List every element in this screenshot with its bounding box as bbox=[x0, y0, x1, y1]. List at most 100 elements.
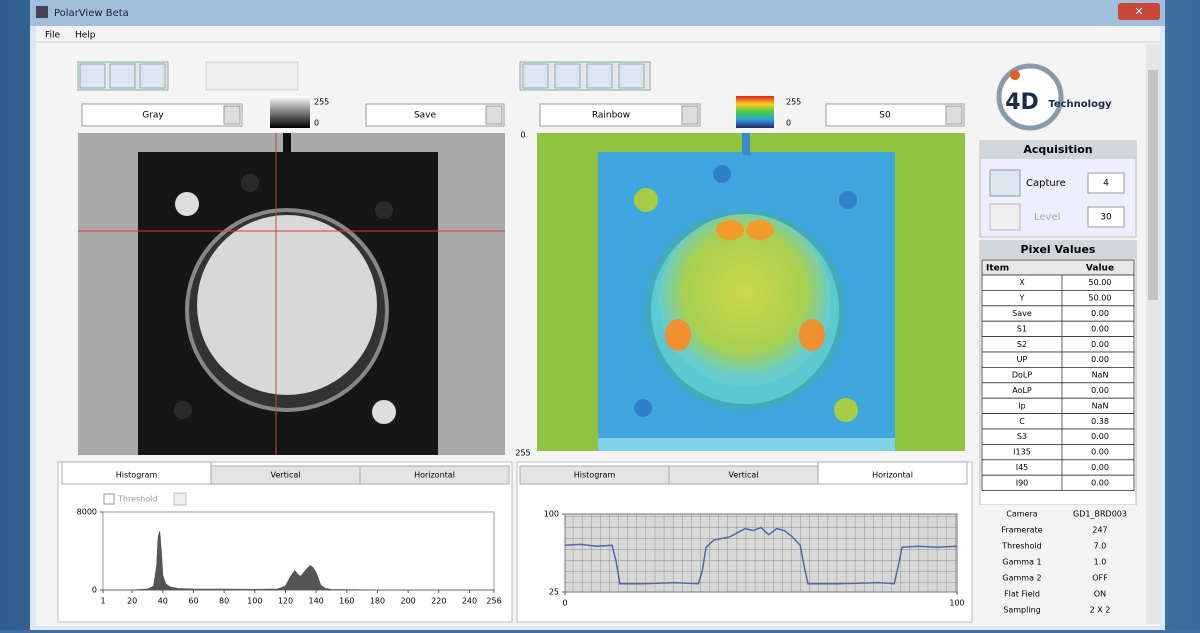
tool-button[interactable] bbox=[554, 63, 581, 89]
capture-button[interactable] bbox=[989, 169, 1021, 197]
cell: 0.00 bbox=[1091, 448, 1109, 457]
table-row bbox=[981, 305, 1135, 322]
cell: I90 bbox=[1016, 478, 1029, 487]
profile-line bbox=[564, 526, 958, 585]
cell: 0.00 bbox=[1091, 340, 1109, 349]
cell: I135 bbox=[1013, 448, 1031, 457]
label: Capture bbox=[1026, 178, 1066, 189]
table-row bbox=[981, 474, 1135, 492]
info-value: ON bbox=[1094, 590, 1106, 599]
histogram-plot bbox=[102, 511, 495, 591]
y-tick-label: 8000 bbox=[77, 508, 97, 517]
cell: AoLP bbox=[1012, 386, 1032, 395]
level-button[interactable] bbox=[989, 203, 1021, 231]
x-tick-label: 180 bbox=[370, 597, 385, 606]
tab[interactable] bbox=[817, 461, 968, 485]
dropdown[interactable] bbox=[365, 103, 505, 127]
menu-item[interactable]: Help bbox=[75, 31, 96, 41]
logo: 4D Technology bbox=[996, 63, 1112, 131]
title-bar bbox=[30, 0, 1165, 26]
cell: 0.00 bbox=[1091, 324, 1109, 333]
histogram-area bbox=[103, 531, 494, 591]
tab-label: Histogram bbox=[574, 471, 616, 480]
x-tick-label: 20 bbox=[127, 597, 137, 606]
label: Level bbox=[1034, 212, 1060, 223]
cell: DoLP bbox=[1012, 371, 1033, 380]
cell: S1 bbox=[1017, 324, 1027, 333]
info-label: Gamma 2 bbox=[1002, 574, 1041, 583]
scrollbar-thumb[interactable] bbox=[1148, 70, 1158, 300]
x-tick-label: 140 bbox=[308, 597, 323, 606]
cell: NaN bbox=[1092, 401, 1109, 410]
dropdown[interactable] bbox=[825, 103, 965, 127]
gray-image bbox=[78, 133, 505, 455]
tab-label: Horizontal bbox=[872, 471, 913, 480]
info-label: Gamma 1 bbox=[1002, 558, 1041, 567]
table-row bbox=[981, 428, 1135, 445]
numeric-input[interactable] bbox=[1087, 172, 1125, 194]
x-tick-label: 200 bbox=[400, 597, 415, 606]
x-tick-label: 120 bbox=[278, 597, 293, 606]
tool-button[interactable] bbox=[522, 63, 549, 89]
table-row bbox=[981, 413, 1135, 430]
cell: 0.00 bbox=[1091, 432, 1109, 441]
cell: 0.00 bbox=[1091, 309, 1109, 318]
dropdown[interactable] bbox=[81, 103, 243, 127]
panel-title: Pixel Values bbox=[1021, 243, 1096, 256]
x-tick-label: 100 bbox=[247, 597, 262, 606]
cell: I45 bbox=[1016, 463, 1029, 472]
colorbar-min: 0 bbox=[786, 119, 791, 128]
table-row bbox=[981, 320, 1135, 338]
cell: Ip bbox=[1018, 401, 1025, 410]
tool-button[interactable] bbox=[139, 63, 166, 89]
x-tick-label: 256 bbox=[486, 597, 501, 606]
image-axis-label: 255 bbox=[515, 449, 530, 458]
info-label: Camera bbox=[1006, 510, 1037, 519]
logo-mark: 4D bbox=[1005, 90, 1039, 115]
logo-text: Technology bbox=[1048, 99, 1112, 110]
menu-item[interactable]: File bbox=[45, 31, 61, 41]
cell: NaN bbox=[1092, 371, 1109, 380]
tool-button[interactable] bbox=[79, 63, 106, 89]
numeric-input[interactable] bbox=[1087, 206, 1125, 228]
info-label: Flat Field bbox=[1004, 590, 1040, 599]
tab[interactable] bbox=[359, 465, 510, 485]
cell: S3 bbox=[1017, 432, 1027, 441]
close-button[interactable] bbox=[1118, 3, 1160, 20]
info-label: Threshold bbox=[1001, 542, 1041, 551]
info-value: 247 bbox=[1092, 526, 1107, 535]
x-tick-label: 80 bbox=[219, 597, 229, 606]
info-value: 1.0 bbox=[1094, 558, 1107, 567]
rainbow-image bbox=[537, 133, 965, 451]
dropdown[interactable] bbox=[539, 103, 701, 127]
tool-button[interactable] bbox=[109, 63, 136, 89]
tool-button[interactable] bbox=[618, 63, 645, 89]
camera-info-panel bbox=[980, 505, 1136, 620]
colorbar-max: 255 bbox=[786, 98, 801, 107]
x-tick-label: 60 bbox=[188, 597, 198, 606]
tool-button[interactable] bbox=[586, 63, 613, 89]
dropdown-text: Gray bbox=[142, 111, 164, 121]
cell: S2 bbox=[1017, 340, 1027, 349]
cell: 50.00 bbox=[1089, 294, 1112, 303]
x-tick-label: 160 bbox=[339, 597, 354, 606]
info-value: GD1_BRD003 bbox=[1073, 510, 1127, 519]
y-tick-label: 25 bbox=[549, 588, 559, 597]
info-value: OFF bbox=[1092, 574, 1108, 583]
table-row bbox=[981, 336, 1135, 353]
dropdown-text: Save bbox=[414, 111, 437, 121]
colorbar-min: 0 bbox=[314, 119, 319, 128]
info-value: 2 X 2 bbox=[1090, 606, 1111, 615]
table-row bbox=[981, 351, 1135, 368]
y-tick-label: 100 bbox=[544, 510, 559, 519]
tab-label: Vertical bbox=[729, 471, 759, 480]
cell: 0.00 bbox=[1091, 478, 1109, 487]
table-row bbox=[981, 443, 1135, 461]
cell: 0.00 bbox=[1091, 463, 1109, 472]
window-title: PolarView Beta bbox=[54, 8, 129, 19]
dropdown-text: Rainbow bbox=[592, 111, 630, 121]
colorbar bbox=[270, 96, 310, 128]
checkbox[interactable] bbox=[103, 493, 115, 505]
tab-label: Horizontal bbox=[414, 471, 455, 480]
